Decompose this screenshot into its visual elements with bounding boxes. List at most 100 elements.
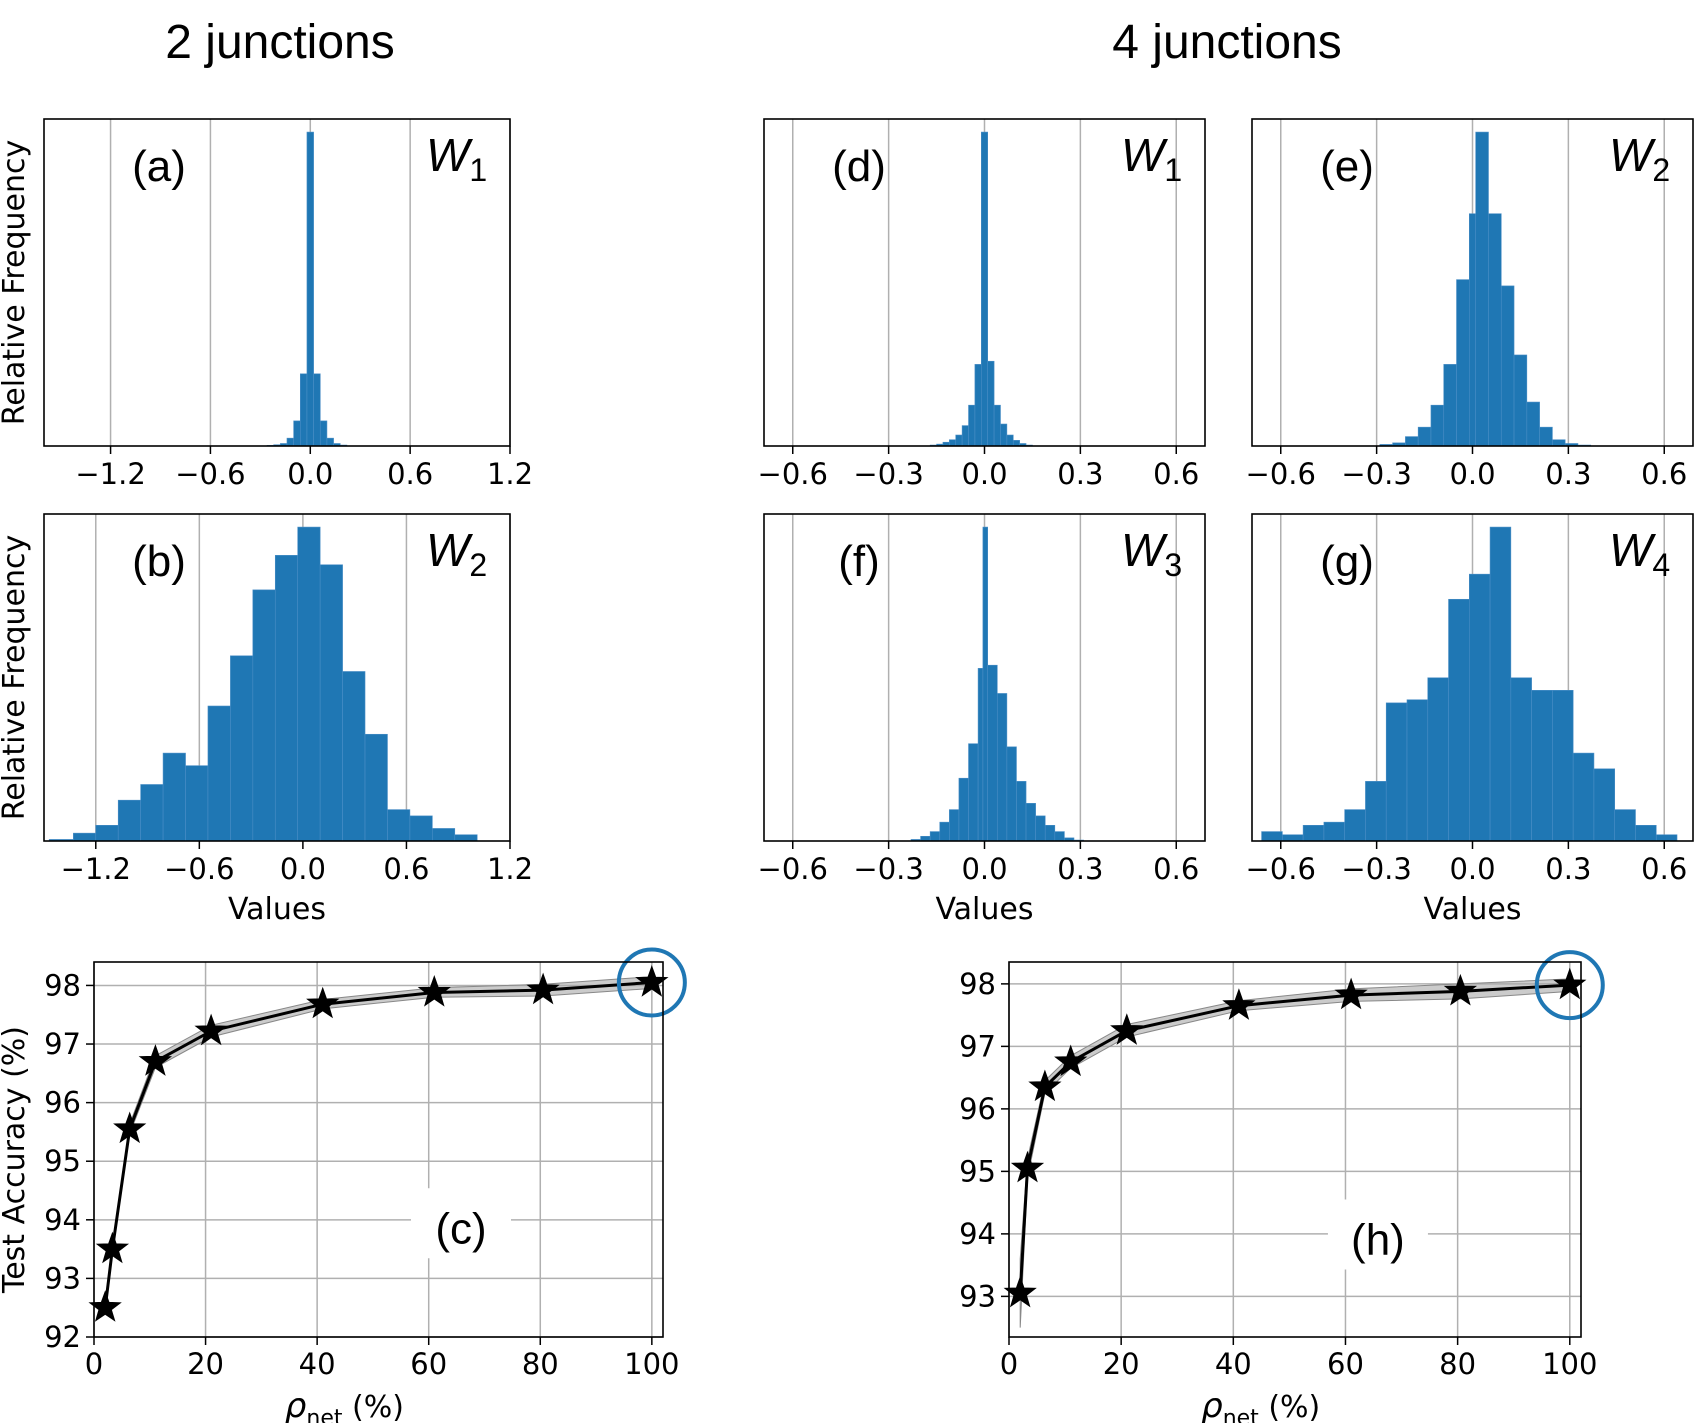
weight-label: W1 bbox=[426, 129, 487, 188]
panel-label: (f) bbox=[838, 537, 880, 586]
accuracy-line bbox=[1018, 983, 1570, 1294]
histogram-bar bbox=[230, 655, 254, 842]
x-tick-label: 20 bbox=[187, 1347, 224, 1381]
x-tick-label: 100 bbox=[624, 1347, 679, 1381]
x-tick-label: −1.2 bbox=[61, 852, 131, 886]
histogram-bar bbox=[306, 131, 314, 447]
star-marker bbox=[1334, 977, 1368, 1010]
histogram-bar bbox=[364, 733, 388, 842]
histogram-bar bbox=[1500, 285, 1515, 447]
weight-letter: W bbox=[1121, 524, 1169, 576]
weight-label: W3 bbox=[1121, 524, 1182, 583]
histogram-panel-g: −0.6 −0.3 0.0 0.3 0.6 (g) W4 Values bbox=[1246, 513, 1694, 927]
histogram-panel-d: −0.6 −0.3 0.0 0.3 0.6 (d) W1 bbox=[758, 118, 1206, 491]
rho-unit: (%) bbox=[1259, 1390, 1320, 1423]
weight-subscript: 2 bbox=[1652, 152, 1670, 188]
weight-subscript: 1 bbox=[469, 152, 487, 188]
histogram-bar bbox=[207, 705, 231, 842]
y-tick-label: 93 bbox=[44, 1261, 81, 1295]
x-tick-label: 100 bbox=[1542, 1347, 1597, 1381]
weight-label: W2 bbox=[1609, 129, 1670, 188]
histogram-bar bbox=[1035, 815, 1046, 842]
histogram-bar bbox=[968, 743, 979, 842]
histogram-bar bbox=[432, 828, 456, 842]
histogram-bar bbox=[961, 425, 969, 447]
x-tick-label: 80 bbox=[522, 1347, 559, 1381]
rho-symbol: ρ bbox=[1201, 1386, 1223, 1423]
x-tick-label: 0.0 bbox=[1449, 457, 1495, 491]
y-tick-label: 93 bbox=[959, 1279, 996, 1313]
x-tick-label: 0.6 bbox=[1153, 457, 1199, 491]
histogram-bar bbox=[1448, 598, 1470, 842]
x-tick-label: 0.6 bbox=[1641, 457, 1687, 491]
histogram-bar bbox=[968, 404, 976, 447]
star-marker bbox=[1028, 1069, 1062, 1102]
histogram-bar bbox=[140, 784, 164, 842]
histogram-bar bbox=[293, 420, 301, 447]
histogram-bar bbox=[987, 664, 998, 842]
rho-subscript: net bbox=[1223, 1406, 1259, 1423]
accuracy-line bbox=[103, 981, 652, 1308]
histogram-panel-b: −1.2 −0.6 0.0 0.6 1.2 (b) W2 Relative Frequency… bbox=[0, 513, 533, 927]
panel-label: (h) bbox=[1351, 1216, 1405, 1265]
histogram-bar bbox=[1430, 404, 1445, 447]
star-marker bbox=[1010, 1150, 1045, 1183]
histogram-bar bbox=[299, 373, 308, 447]
histogram-bar bbox=[1655, 834, 1678, 842]
x-axis-label: Values bbox=[1423, 892, 1521, 927]
weight-letter: W bbox=[426, 524, 474, 576]
histogram-panel-f: −0.6 −0.3 0.0 0.3 0.6 (f) W3 Values bbox=[758, 513, 1206, 927]
x-tick-label: 40 bbox=[1215, 1347, 1252, 1381]
star-marker bbox=[306, 986, 340, 1019]
weight-subscript: 2 bbox=[469, 547, 487, 583]
histogram-bar bbox=[1417, 426, 1432, 447]
rho-subscript: net bbox=[306, 1406, 342, 1423]
histogram-bar bbox=[1614, 809, 1636, 842]
histogram-panel-a: −1.2 −0.6 0.0 0.6 1.2 (a) W1 Relative Frequency bbox=[0, 118, 533, 491]
y-axis-label: Relative Frequency bbox=[0, 535, 32, 821]
y-tick-label: 92 bbox=[44, 1320, 81, 1354]
histogram-bar bbox=[1635, 825, 1657, 842]
histogram-bar bbox=[993, 404, 1001, 447]
histogram-bar bbox=[319, 564, 343, 842]
y-tick-label: 95 bbox=[959, 1154, 996, 1188]
star-marker bbox=[194, 1013, 228, 1046]
x-tick-label: 40 bbox=[299, 1347, 336, 1381]
histogram-bar bbox=[1427, 677, 1449, 842]
axes-frame bbox=[93, 961, 664, 1338]
histogram-bar bbox=[1531, 690, 1553, 842]
x-tick-label: 60 bbox=[410, 1347, 447, 1381]
x-tick-label: 80 bbox=[1439, 1347, 1476, 1381]
x-tick-label: 0.6 bbox=[1641, 852, 1687, 886]
star-marker bbox=[1222, 988, 1256, 1020]
histogram-bar bbox=[1282, 834, 1304, 842]
y-tick-label: 96 bbox=[959, 1092, 996, 1126]
panel-label: (b) bbox=[132, 537, 186, 586]
uncertainty-band bbox=[104, 976, 653, 1311]
histogram-bar bbox=[387, 809, 411, 842]
histogram-bar bbox=[162, 752, 186, 842]
histogram-panel-e: −0.6 −0.3 0.0 0.3 0.6 (e) W2 bbox=[1246, 118, 1694, 491]
histogram-bar bbox=[996, 693, 1008, 842]
x-tick-label: 0.6 bbox=[387, 457, 433, 491]
x-axis-label: Values bbox=[935, 892, 1033, 927]
x-tick-label: 0.0 bbox=[961, 457, 1007, 491]
x-tick-label: −0.3 bbox=[853, 457, 923, 491]
panel-label: (c) bbox=[435, 1204, 486, 1253]
histogram-bar bbox=[73, 832, 97, 842]
x-tick-label: −0.3 bbox=[853, 852, 923, 886]
panel-label-background bbox=[411, 1188, 512, 1259]
x-tick-label: −0.6 bbox=[1246, 852, 1316, 886]
histogram-bar bbox=[1344, 809, 1366, 842]
y-tick-label: 95 bbox=[44, 1144, 81, 1178]
weight-letter: W bbox=[1121, 129, 1169, 181]
x-tick-label: −1.2 bbox=[75, 457, 145, 491]
x-tick-label: 0.0 bbox=[280, 852, 326, 886]
histogram-bar bbox=[955, 434, 963, 447]
star-marker bbox=[1054, 1044, 1088, 1077]
histogram-bar bbox=[1526, 401, 1540, 447]
histogram-bar bbox=[454, 834, 478, 842]
panel-label: (e) bbox=[1320, 142, 1374, 191]
histogram-bar bbox=[274, 555, 299, 842]
histogram-bar bbox=[1475, 131, 1489, 447]
